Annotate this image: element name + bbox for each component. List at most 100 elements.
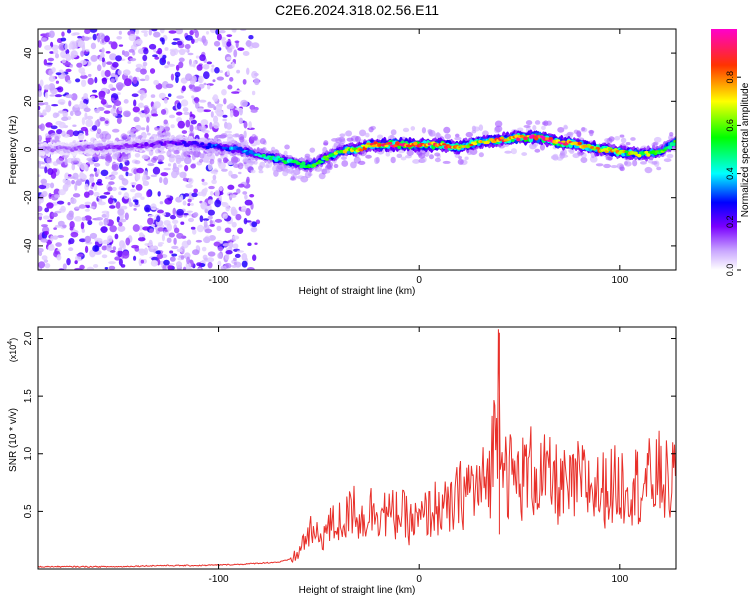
spectrogram-cell [80, 50, 85, 57]
spectrogram-cell [212, 94, 219, 102]
spectrogram-cell [106, 244, 113, 252]
spectrogram-cell [318, 172, 326, 180]
spectrogram-cell [95, 217, 104, 221]
spectrogram-cell [106, 176, 112, 180]
spectrogram-cell [150, 259, 159, 267]
spectrogram-cell [132, 76, 138, 85]
spectrogram-cell [160, 172, 169, 177]
spectrogram-cell [70, 160, 79, 165]
spectrogram-cell [102, 239, 110, 245]
colorbar-tick-label: 0.6 [725, 119, 735, 132]
spectrogram-cell [208, 185, 215, 190]
spectrogram-cell [140, 68, 147, 75]
spectrogram-cell [89, 176, 95, 184]
spectrogram-cell [174, 154, 182, 160]
spectrogram-ridge-cell [52, 148, 57, 152]
top-y-tick-label: 0 [23, 146, 34, 152]
spectrogram-cell [236, 188, 241, 194]
spectrogram-cell [161, 233, 165, 242]
snr-series-line [38, 329, 676, 569]
spectrogram-cell [74, 183, 78, 191]
spectrogram-cell [176, 208, 184, 216]
spectrogram-cell [107, 197, 114, 205]
spectrogram-ridge-cell [544, 137, 550, 141]
spectrogram-ridge-cell [561, 140, 566, 143]
spectrogram-cell [151, 113, 159, 117]
spectrogram-cell [61, 31, 65, 37]
spectrogram-cell [133, 255, 137, 261]
spectrogram-cell [111, 61, 119, 68]
spectrogram-cell [444, 133, 452, 140]
spectrogram-cell [185, 119, 191, 128]
spectrogram-cell [83, 92, 88, 99]
spectrogram-cell [464, 156, 469, 161]
spectrogram-cell [190, 226, 196, 230]
spectrogram-cell [43, 84, 51, 90]
spectrogram-cell [169, 256, 176, 262]
spectrogram-cell [156, 215, 161, 223]
spectrogram-cell [623, 160, 628, 166]
spectrogram-cell [114, 256, 121, 261]
spectrogram-cell [191, 192, 198, 198]
spectrogram-cell [92, 89, 98, 93]
spectrogram-cell [166, 194, 170, 198]
spectrogram-cell [66, 29, 72, 34]
spectrogram-cell [248, 35, 254, 40]
spectrogram-cell [110, 175, 116, 180]
spectrogram-cell [92, 153, 99, 159]
spectrogram-cell [134, 200, 139, 206]
spectrogram-cell [109, 53, 117, 61]
spectrogram-ridge-cell [261, 153, 266, 158]
spectrogram-cell [103, 192, 111, 195]
spectrogram-cell [108, 83, 114, 89]
top-y-ticks: -40 -20 0 20 40 [23, 47, 676, 253]
spectrogram-cell [251, 221, 258, 228]
spectrogram-cell [129, 188, 136, 193]
spectrogram-cell [193, 188, 198, 194]
spectrogram-cell [221, 168, 228, 172]
spectrogram-cell [207, 251, 216, 257]
spectrogram-cell [203, 71, 210, 80]
spectrogram-cell [230, 206, 237, 215]
spectrogram-cell [184, 44, 191, 50]
figure-title: C2E6.2024.318.02.56.E11 [275, 2, 439, 18]
spectrogram-cell [224, 227, 232, 234]
spectrogram-cell [238, 117, 244, 125]
spectrogram-cell [150, 174, 158, 178]
bottom-x-axis-label: Height of straight line (km) [299, 585, 416, 596]
spectrogram-cell [173, 227, 180, 234]
spectrogram-cell [178, 61, 184, 69]
spectrogram-cell [42, 215, 50, 220]
spectrogram-cell [170, 124, 175, 129]
spectrogram-cell [196, 107, 204, 113]
spectrogram-cell [42, 183, 51, 186]
spectrogram-cell [87, 73, 92, 77]
spectrogram-cell [222, 41, 226, 48]
spectrogram-cell [209, 158, 215, 165]
spectrogram-cell [64, 55, 70, 59]
spectrogram-cell [149, 68, 156, 74]
spectrogram-cell [137, 89, 145, 94]
spectrogram-cell [304, 153, 311, 158]
spectrogram-ridge-cell [120, 146, 126, 150]
spectrogram-cell [182, 49, 189, 53]
spectrogram-cell [89, 232, 98, 239]
spectrogram-cell [216, 33, 222, 41]
spectrogram-cell [385, 152, 391, 157]
spectrogram-cell [214, 189, 220, 197]
spectrogram-cell [163, 177, 169, 185]
spectrogram-cell [168, 232, 175, 238]
spectrogram-cell [217, 246, 224, 252]
spectrogram-cell [38, 134, 43, 142]
spectrogram-cell [97, 201, 106, 206]
spectrogram-cell [101, 47, 105, 54]
spectrogram-cell [118, 106, 123, 112]
spectrogram-cell [368, 126, 374, 133]
spectrogram-cell [669, 131, 674, 137]
spectrogram-ridge-cell [516, 137, 521, 142]
spectrogram-cell [180, 221, 185, 225]
spectrogram-cell [226, 47, 233, 53]
spectrogram-cell [340, 156, 347, 160]
spectrogram-cell [38, 102, 45, 106]
spectrogram-cell [177, 164, 183, 168]
